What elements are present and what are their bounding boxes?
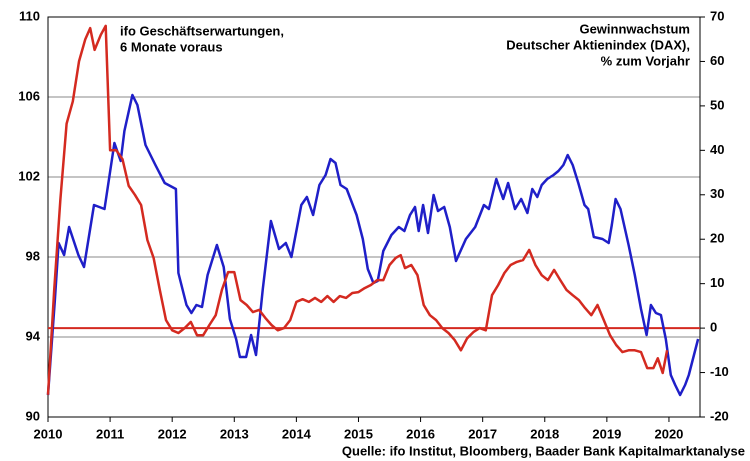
source: Quelle: ifo Institut, Bloomberg, Baader … (342, 443, 745, 458)
y2-tick-label: 60 (710, 53, 724, 68)
y-tick-label: 106 (18, 88, 40, 103)
series-line (46, 24, 669, 395)
legend-label: 6 Monate voraus (120, 39, 223, 54)
x-tick-label: 2010 (34, 426, 63, 441)
y2-tick-label: -20 (710, 408, 729, 423)
x-tick-label: 2013 (220, 426, 249, 441)
legend-label: % zum Vorjahr (601, 53, 690, 68)
y-tick-label: 90 (26, 408, 40, 423)
y2-tick-label: 70 (710, 8, 724, 23)
legend-label: ifo Geschäftserwartungen, (120, 23, 284, 38)
plot-frame (47, 16, 701, 418)
legend-label: Gewinnwachstum (579, 21, 690, 36)
x-tick-label: 2012 (158, 426, 187, 441)
legend-label: Deutscher Aktienindex (DAX), (506, 37, 690, 52)
x-tick-label: 2016 (406, 426, 435, 441)
y2-tick-label: 0 (710, 320, 717, 335)
x-tick-label: 2015 (344, 426, 373, 441)
y-tick-label: 94 (26, 328, 41, 343)
y-tick-label: 110 (19, 8, 40, 23)
y2-tick-label: -10 (710, 364, 729, 379)
x-tick-label: 2014 (282, 426, 312, 441)
y2-tick-label: 30 (710, 186, 724, 201)
x-tick-label: 2018 (530, 426, 559, 441)
x-tick-label: 2011 (96, 426, 124, 441)
y2-tick-label: 20 (710, 231, 724, 246)
y-tick-label: 98 (26, 248, 40, 263)
y2-tick-label: 40 (710, 142, 724, 157)
series-line (46, 93, 700, 397)
y2-tick-label: 50 (710, 97, 724, 112)
y2-tick-label: 10 (710, 275, 724, 290)
x-tick-label: 2019 (592, 426, 621, 441)
y-tick-label: 102 (18, 168, 40, 183)
x-tick-label: 2017 (468, 426, 497, 441)
x-tick-label: 2020 (654, 426, 683, 441)
